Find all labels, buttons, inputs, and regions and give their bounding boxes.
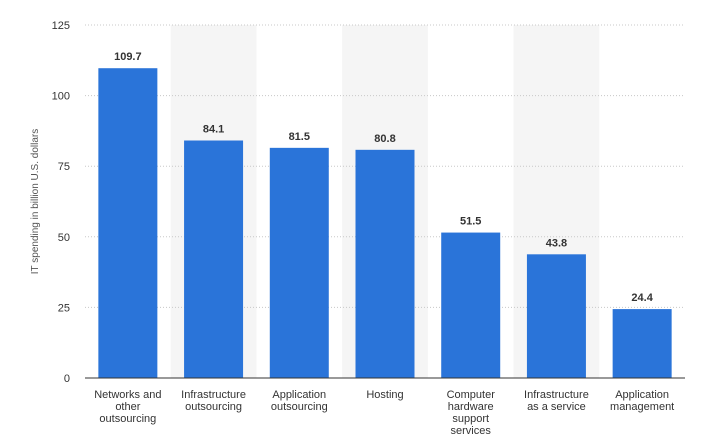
bar[interactable] [269, 147, 329, 378]
bar[interactable] [184, 140, 244, 378]
bar[interactable] [355, 149, 415, 378]
y-tick-label: 50 [58, 232, 70, 244]
bar[interactable] [612, 309, 672, 378]
y-tick-label: 0 [64, 373, 70, 385]
x-tick-label: Application management [610, 389, 674, 413]
x-tick-label: Hosting [366, 389, 403, 401]
bar-value-label: 24.4 [631, 292, 653, 304]
bars [98, 68, 672, 378]
x-tick-label: Networks and other outsourcing [94, 389, 161, 425]
x-tick-label: Infrastructure outsourcing [181, 389, 246, 413]
y-tick-label: 75 [58, 161, 70, 173]
bar-value-label: 51.5 [460, 216, 481, 228]
y-tick-label: 125 [52, 20, 70, 32]
x-tick-label: Infrastructure as a service [524, 389, 589, 413]
bar[interactable] [441, 232, 501, 378]
x-axis-labels: Networks and other outsourcing Infrastructu… [94, 389, 674, 437]
bar-value-label: 80.8 [374, 133, 395, 145]
y-tick-label: 100 [52, 91, 70, 103]
x-tick-label: Computer hardware support services [447, 389, 496, 437]
y-axis-title: IT spending in billion U.S. dollars [30, 129, 41, 274]
bar-value-label: 81.5 [289, 131, 310, 143]
y-axis-ticks: 0 25 50 75 100 125 [52, 20, 70, 385]
y-tick-label: 25 [58, 302, 70, 314]
bar[interactable] [526, 254, 586, 378]
bar-value-label: 84.1 [203, 124, 224, 136]
bar[interactable] [98, 68, 158, 378]
bar-value-label: 43.8 [546, 237, 567, 249]
bar-value-label: 109.7 [114, 51, 142, 63]
x-tick-label: Application outsourcing [271, 389, 328, 413]
value-labels: 109.7 84.1 81.5 80.8 51.5 43.8 24.4 [114, 51, 654, 304]
